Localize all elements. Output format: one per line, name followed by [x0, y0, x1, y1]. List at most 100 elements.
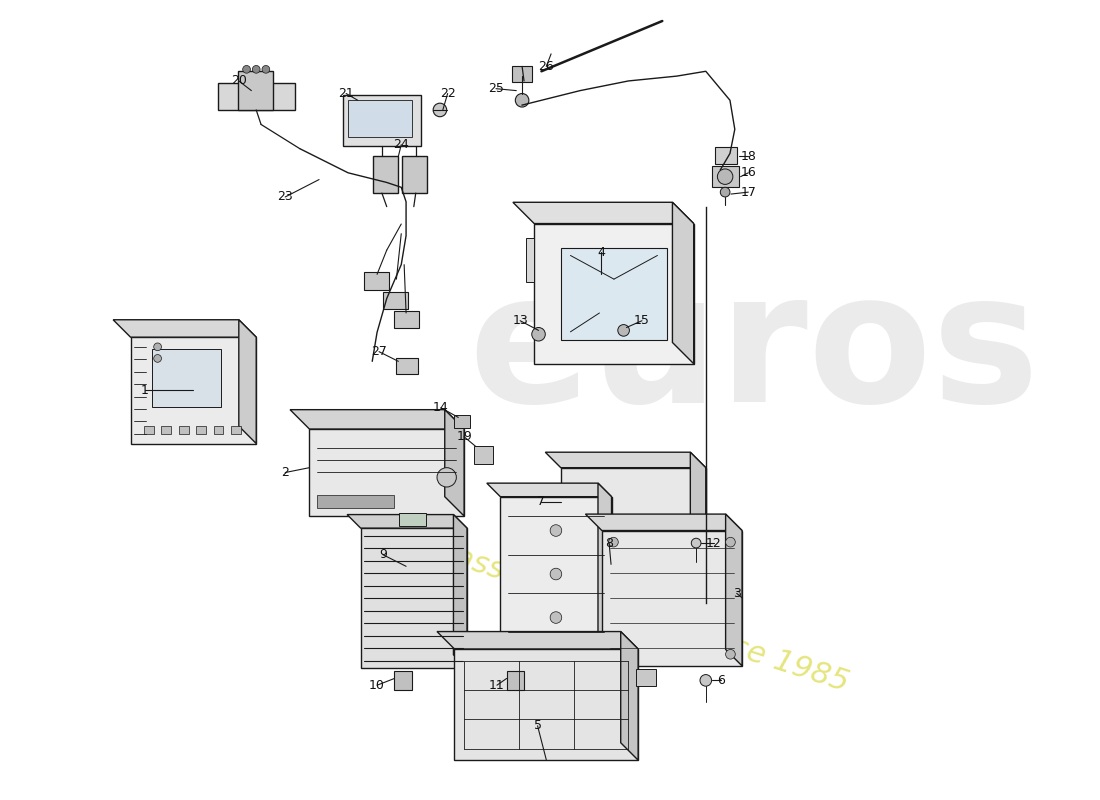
FancyBboxPatch shape [608, 534, 615, 541]
Text: 8: 8 [605, 537, 613, 550]
Text: 2: 2 [282, 466, 289, 479]
Polygon shape [620, 631, 638, 760]
Polygon shape [113, 320, 256, 337]
FancyBboxPatch shape [179, 426, 188, 434]
Circle shape [252, 66, 260, 74]
Circle shape [618, 325, 629, 336]
Circle shape [608, 650, 618, 659]
Polygon shape [239, 320, 256, 443]
Circle shape [262, 66, 270, 74]
Polygon shape [444, 410, 464, 516]
Text: a passion for parts since 1985: a passion for parts since 1985 [405, 528, 852, 698]
Text: 7: 7 [538, 495, 546, 508]
FancyBboxPatch shape [664, 534, 671, 541]
FancyBboxPatch shape [712, 166, 739, 187]
Text: 13: 13 [513, 314, 528, 327]
Text: 11: 11 [490, 678, 505, 692]
Text: 24: 24 [394, 138, 409, 151]
Circle shape [608, 538, 618, 547]
FancyBboxPatch shape [692, 534, 698, 541]
FancyBboxPatch shape [636, 669, 656, 686]
FancyBboxPatch shape [363, 272, 388, 290]
FancyBboxPatch shape [637, 534, 644, 541]
Circle shape [720, 187, 730, 197]
FancyBboxPatch shape [507, 670, 524, 690]
Text: 3: 3 [733, 587, 740, 600]
Text: 25: 25 [488, 82, 504, 95]
Polygon shape [691, 452, 706, 535]
Circle shape [550, 568, 562, 580]
Polygon shape [527, 238, 535, 282]
Circle shape [726, 538, 735, 547]
Polygon shape [535, 223, 694, 364]
FancyBboxPatch shape [348, 100, 411, 137]
FancyBboxPatch shape [454, 414, 470, 428]
Circle shape [531, 327, 546, 341]
Circle shape [691, 538, 701, 548]
FancyBboxPatch shape [343, 95, 420, 146]
Text: 12: 12 [706, 537, 722, 550]
Text: 23: 23 [277, 190, 293, 203]
Polygon shape [561, 248, 667, 339]
Polygon shape [454, 649, 638, 760]
FancyBboxPatch shape [152, 349, 221, 406]
Polygon shape [585, 514, 742, 530]
Polygon shape [513, 202, 694, 223]
FancyBboxPatch shape [581, 534, 587, 541]
FancyBboxPatch shape [594, 534, 602, 541]
Circle shape [550, 612, 562, 623]
Text: 5: 5 [534, 719, 541, 732]
Circle shape [433, 103, 447, 117]
Circle shape [726, 650, 735, 659]
Text: 16: 16 [740, 166, 756, 179]
FancyBboxPatch shape [395, 670, 411, 690]
Text: 22: 22 [440, 87, 455, 100]
Polygon shape [437, 631, 638, 649]
Text: 9: 9 [378, 548, 387, 561]
FancyBboxPatch shape [474, 446, 493, 464]
FancyBboxPatch shape [238, 71, 273, 110]
Polygon shape [598, 483, 612, 651]
Text: 14: 14 [433, 402, 449, 414]
FancyBboxPatch shape [513, 66, 531, 82]
Text: 21: 21 [339, 87, 354, 100]
FancyBboxPatch shape [715, 146, 737, 164]
Text: 18: 18 [740, 150, 757, 163]
Polygon shape [487, 483, 612, 497]
FancyBboxPatch shape [196, 426, 206, 434]
FancyBboxPatch shape [162, 426, 172, 434]
Polygon shape [453, 514, 468, 668]
Text: 10: 10 [370, 678, 385, 692]
Text: 17: 17 [740, 186, 757, 198]
FancyBboxPatch shape [317, 494, 395, 508]
FancyBboxPatch shape [144, 426, 154, 434]
FancyBboxPatch shape [566, 534, 573, 541]
Polygon shape [561, 468, 706, 535]
FancyBboxPatch shape [403, 156, 427, 193]
Circle shape [550, 525, 562, 536]
FancyBboxPatch shape [679, 534, 685, 541]
Text: 19: 19 [456, 430, 472, 443]
Text: 4: 4 [597, 246, 605, 258]
FancyBboxPatch shape [231, 426, 241, 434]
Polygon shape [361, 528, 468, 668]
Text: 27: 27 [371, 345, 387, 358]
FancyBboxPatch shape [394, 311, 419, 329]
Circle shape [515, 94, 529, 107]
Polygon shape [726, 514, 742, 666]
Circle shape [243, 66, 251, 74]
FancyBboxPatch shape [399, 513, 427, 526]
Polygon shape [672, 202, 694, 364]
FancyBboxPatch shape [650, 534, 657, 541]
Text: 1: 1 [141, 384, 149, 397]
Text: 6: 6 [717, 674, 725, 687]
Polygon shape [309, 429, 464, 516]
Polygon shape [348, 514, 468, 528]
FancyBboxPatch shape [213, 426, 223, 434]
Circle shape [437, 468, 456, 487]
Text: 26: 26 [538, 60, 554, 73]
Polygon shape [500, 497, 612, 651]
Text: 15: 15 [634, 314, 650, 327]
Polygon shape [602, 530, 742, 666]
Circle shape [700, 674, 712, 686]
